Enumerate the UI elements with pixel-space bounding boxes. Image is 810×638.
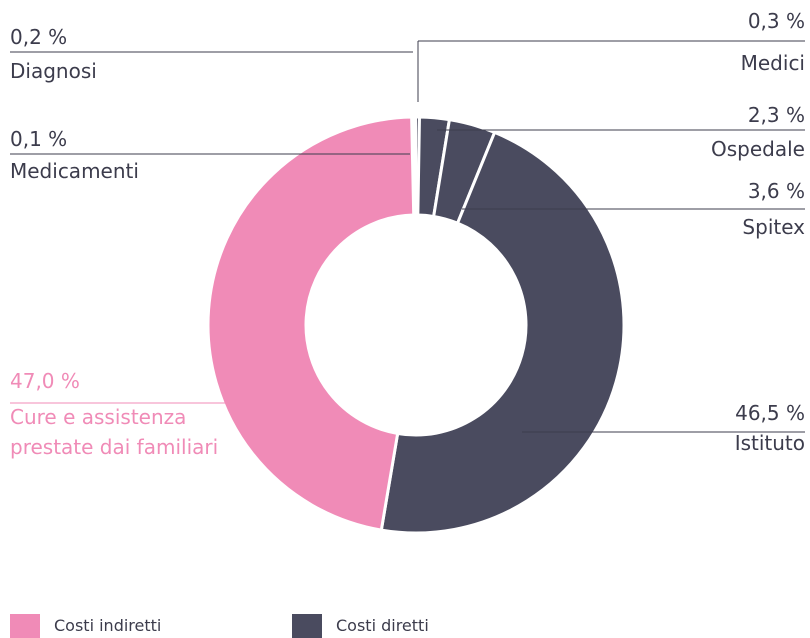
value-label: 3,6 % xyxy=(747,179,805,203)
value-label: 0,1 % xyxy=(10,127,68,151)
value-label: 46,5 % xyxy=(735,401,805,425)
category-label: Diagnosi xyxy=(10,59,97,83)
category-label: Istituto xyxy=(734,431,805,455)
slice xyxy=(379,130,626,535)
category-label: Ospedale xyxy=(711,137,805,161)
category-label: Medicamenti xyxy=(10,159,139,183)
value-label: 0,3 % xyxy=(747,9,805,33)
category-label: Medici xyxy=(740,51,805,75)
legend-label: Costi indiretti xyxy=(54,616,162,635)
slice xyxy=(206,115,416,532)
category-label: Cure e assistenza prestate dai familiari xyxy=(10,405,219,459)
category-label: Spitex xyxy=(742,215,805,239)
value-label: 0,2 % xyxy=(10,25,68,49)
legend-swatch xyxy=(292,614,322,638)
value-label: 2,3 % xyxy=(747,103,805,127)
legend-swatch xyxy=(10,614,40,638)
value-label: 47,0 % xyxy=(10,369,80,393)
legend-label: Costi diretti xyxy=(336,616,429,635)
